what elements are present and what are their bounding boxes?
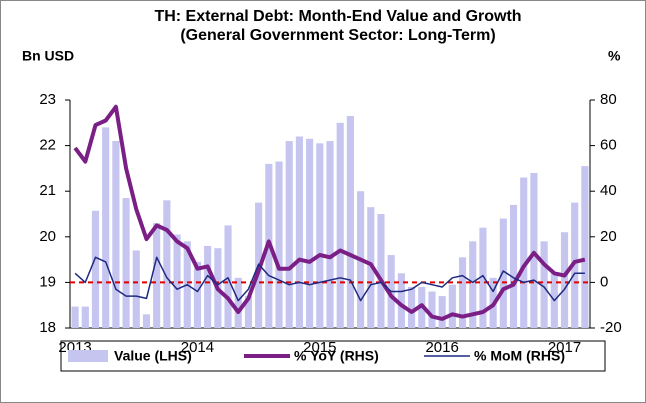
bar: [520, 177, 528, 328]
bar: [509, 204, 518, 328]
bar: [204, 245, 212, 328]
chart-title: TH: External Debt: Month-End Value and G…: [154, 8, 521, 25]
bar: [326, 141, 334, 328]
y2-axis-label: %: [608, 48, 621, 64]
bar: [428, 291, 436, 328]
bar: [438, 296, 446, 328]
bar: [560, 232, 569, 328]
bar: [224, 225, 232, 328]
bar: [530, 172, 538, 328]
y2-tick-label: 60: [600, 137, 617, 154]
legend-label: % YoY (RHS): [294, 348, 379, 364]
bar: [499, 218, 507, 328]
bar: [91, 210, 100, 328]
legend-label: Value (LHS): [114, 348, 192, 364]
bar: [540, 241, 548, 328]
bar: [234, 277, 242, 328]
bar: [173, 234, 181, 328]
bar: [132, 250, 140, 328]
x-tick-label: 2017: [548, 339, 581, 356]
y-axis-label: Bn USD: [22, 48, 74, 64]
x-tick-label: 2016: [425, 339, 458, 356]
bar: [122, 198, 130, 328]
series-line: [73, 104, 586, 321]
bar: [71, 306, 79, 328]
x-tick-label: 2015: [303, 339, 336, 356]
y-tick-label: 21: [39, 182, 56, 199]
bar: [275, 161, 283, 328]
y-tick-label: 20: [39, 228, 56, 245]
y2-tick-label: 40: [600, 182, 617, 199]
bar: [448, 284, 456, 328]
bar: [163, 200, 171, 328]
bar: [285, 141, 293, 328]
y-tick-label: 19: [39, 273, 56, 290]
bar: [346, 115, 354, 329]
bar: [397, 273, 405, 328]
bar: [153, 223, 161, 328]
bar: [193, 261, 202, 328]
y2-tick-label: -20: [600, 319, 622, 336]
y2-tick-label: 0: [600, 273, 608, 290]
bar: [102, 127, 110, 328]
chart-subtitle: (General Government Sector: Long-Term): [180, 27, 495, 44]
bar: [306, 138, 314, 328]
bar: [244, 296, 252, 328]
bar: [81, 306, 89, 328]
bar: [112, 141, 120, 328]
series-line: [74, 256, 585, 302]
bar: [581, 166, 589, 328]
bar: [408, 286, 416, 328]
bar: [458, 257, 467, 328]
y-tick-label: 22: [39, 137, 56, 154]
bar: [336, 122, 344, 328]
bar: [377, 214, 385, 328]
legend-box: [60, 340, 606, 372]
legend-swatch: [68, 350, 108, 362]
bar: [469, 241, 477, 328]
x-tick-label: 2014: [181, 339, 214, 356]
bar: [142, 314, 151, 328]
y2-tick-label: 80: [600, 91, 617, 108]
y2-tick-label: 20: [600, 228, 617, 245]
bar: [295, 136, 303, 328]
bar: [479, 227, 487, 328]
y-tick-label: 23: [39, 91, 56, 108]
legend-label: % MoM (RHS): [474, 348, 565, 364]
bar: [316, 143, 324, 328]
bar: [571, 202, 579, 328]
y-tick-label: 18: [39, 319, 56, 336]
